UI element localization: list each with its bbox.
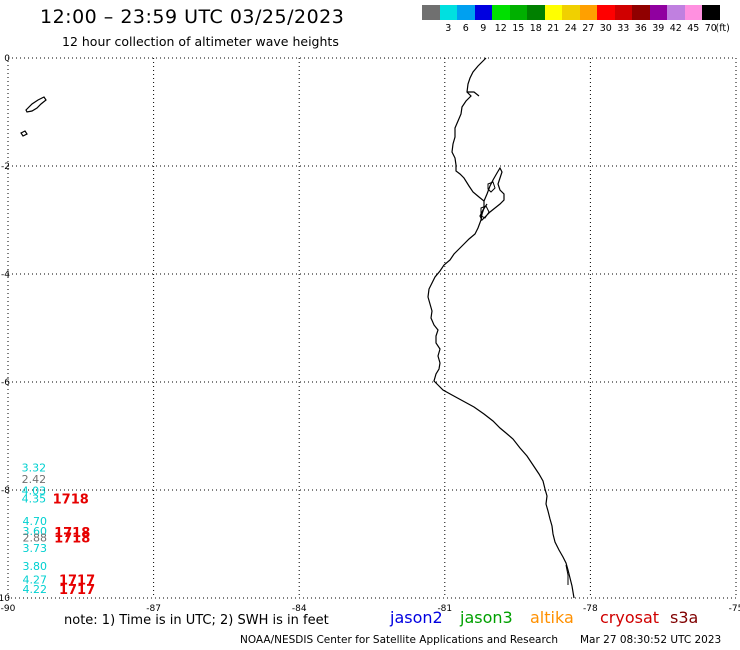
axis-labels: 0 -2 -4 -6 -8 -10-90 -87 -84 -81 -78 -75 (0, 54, 740, 614)
lon-tick-label: -78 (583, 604, 598, 614)
lon-tick-label: -90 (1, 604, 16, 614)
lat-tick-label: -4 (1, 270, 10, 280)
scale-swatch (527, 5, 545, 20)
map-grid (7, 57, 737, 599)
lat-tick-label: -6 (1, 378, 10, 388)
scale-label: 15 (512, 23, 525, 34)
galapagos-island (25, 96, 47, 113)
lat-tick-label: 0 (4, 54, 10, 64)
scale-swatch (422, 5, 440, 20)
scale-swatch (457, 5, 475, 20)
pass-time-label: 1717 (59, 583, 95, 598)
wave-height-value: 3.32 (22, 462, 47, 475)
map-title: 12:00 – 23:59 UTC 03/25/2023 (40, 6, 345, 28)
scale-swatch (702, 5, 720, 20)
wave-height-value: 4.22 (23, 583, 47, 596)
wave-height-value: 2.88 (23, 531, 47, 544)
footer-credit: NOAA/NESDIS Center for Satellite Applica… (240, 634, 558, 646)
legend-cryosat: cryosat (600, 608, 660, 627)
lon-tick-label: -81 (437, 604, 452, 614)
scale-swatch (544, 5, 562, 20)
lon-tick-label: -84 (292, 604, 307, 614)
scale-swatch (667, 5, 685, 20)
lat-tick-label: -8 (1, 486, 10, 496)
coast-detail (565, 564, 569, 585)
scale-label: 18 (529, 23, 542, 34)
scale-label: 12 (494, 23, 507, 34)
scale-swatches (422, 5, 740, 20)
scale-label: 21 (547, 23, 560, 34)
scale-label: 3 (445, 23, 452, 34)
scale-swatch (562, 5, 580, 20)
scale-swatch (597, 5, 615, 20)
mainland-coast (427, 57, 575, 599)
scale-label: 30 (599, 23, 612, 34)
coastline (20, 57, 575, 599)
legend-jason3: jason3 (460, 608, 513, 627)
pass-time-label: 1718 (53, 492, 89, 507)
wave-height-value: 4.70 (23, 515, 47, 528)
lat-tick-label: -10 (0, 594, 10, 604)
observations-layer: 3.322.424.034.35 4.703.602.883.73 3.804.27… (22, 462, 47, 597)
scale-swatch (684, 5, 702, 20)
pass-time-label: 1717 (59, 573, 95, 588)
lat-tick-label: -2 (1, 162, 10, 172)
galapagos-island (20, 130, 28, 137)
scale-label: 36 (634, 23, 647, 34)
map-frame (7, 57, 737, 599)
scale-label: 70 (704, 23, 717, 34)
scale-label: 27 (582, 23, 595, 34)
wave-height-color-scale: 3 6 9 12 15 18 21 24 27 30 33 36 39 42 45 70 (ft) (422, 5, 740, 34)
legend-jason2: jason2 (390, 608, 443, 627)
footer-note: note: 1) Time is in UTC; 2) SWH is in fe… (64, 613, 329, 628)
wave-height-value: 4.03 (22, 484, 47, 497)
puna-island (480, 205, 490, 219)
scale-swatch (614, 5, 632, 20)
pass-time-label: 1718 (54, 526, 90, 541)
wave-height-value: 3.60 (23, 525, 47, 538)
scale-swatch (474, 5, 492, 20)
legend-s3a: s3a (670, 608, 699, 627)
scale-labels: 3 6 9 12 15 18 21 24 27 30 33 36 39 42 45 70 (ft) (422, 23, 740, 34)
scale-swatch (632, 5, 650, 20)
wave-height-value: 2.42 (22, 473, 47, 486)
scale-label: 9 (480, 23, 487, 34)
legend-altika: altika (530, 608, 574, 627)
scale-label: 24 (564, 23, 577, 34)
scale-label: 45 (687, 23, 700, 34)
scale-swatch (579, 5, 597, 20)
pass-time-label: 1718 (54, 531, 90, 546)
gulf-coast (479, 166, 505, 222)
lon-tick-label: -75 (729, 604, 740, 614)
scale-label: 33 (617, 23, 630, 34)
footer-date-stamp: Mar 27 08:30:52 UTC 2023 (580, 634, 722, 646)
scale-label: 6 (462, 23, 469, 34)
scale-swatch (439, 5, 457, 20)
scale-label: 42 (669, 23, 682, 34)
scale-swatch (649, 5, 667, 20)
scale-label: 39 (652, 23, 665, 34)
scale-unit-label: (ft) (715, 23, 730, 34)
scale-swatch (492, 5, 510, 20)
lon-tick-label: -87 (146, 604, 161, 614)
map-subtitle: 12 hour collection of altimeter wave hei… (62, 34, 339, 49)
wave-height-value: 3.73 (23, 542, 47, 555)
wave-height-value: 4.35 (22, 492, 47, 505)
coast-inlet (467, 91, 480, 97)
wave-height-value: 3.80 (23, 560, 47, 573)
small-island (487, 181, 496, 193)
wave-height-value: 4.27 (23, 573, 47, 586)
scale-swatch (509, 5, 527, 20)
